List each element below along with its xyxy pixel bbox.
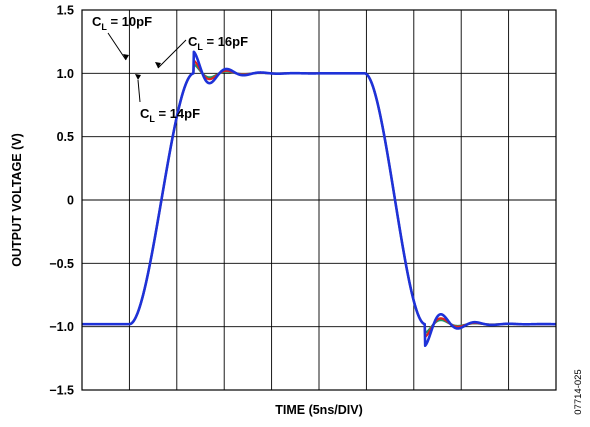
y-tick-label: 0.5 bbox=[57, 130, 74, 144]
y-tick-label: 1.5 bbox=[57, 4, 74, 18]
y-tick-labels: −1.5 −1.0 −0.5 0 0.5 1.0 1.5 bbox=[49, 4, 74, 398]
y-tick-label: −1.0 bbox=[49, 320, 74, 334]
annotation-CL-14pF: CL = 14pF bbox=[140, 106, 200, 124]
y-tick-label: 1.0 bbox=[57, 67, 74, 81]
grid bbox=[82, 10, 556, 390]
annotations: CL = 10pF CL = 16pF CL = 14pF bbox=[92, 14, 248, 124]
figure-id: 07714-025 bbox=[573, 369, 584, 414]
y-axis-label: OUTPUT VOLTAGE (V) bbox=[10, 133, 24, 267]
annotation-arrowhead bbox=[155, 62, 161, 68]
y-tick-label: −0.5 bbox=[49, 257, 74, 271]
x-axis-label: TIME (5ns/DIV) bbox=[275, 403, 363, 417]
annotation-leader bbox=[107, 32, 127, 61]
series-lines bbox=[81, 50, 557, 347]
series-line bbox=[81, 50, 557, 347]
y-tick-label: 0 bbox=[67, 194, 74, 208]
annotation-arrowhead bbox=[123, 54, 129, 60]
plot-frame bbox=[81, 9, 557, 391]
annotation-leader bbox=[137, 79, 141, 103]
annotation-leader bbox=[157, 39, 187, 69]
annotation-CL-10pF: CL = 10pF bbox=[92, 14, 152, 32]
annotation-arrowhead bbox=[135, 74, 141, 80]
annotation-CL-16pF: CL = 16pF bbox=[188, 34, 248, 52]
y-tick-label: −1.5 bbox=[49, 384, 74, 398]
